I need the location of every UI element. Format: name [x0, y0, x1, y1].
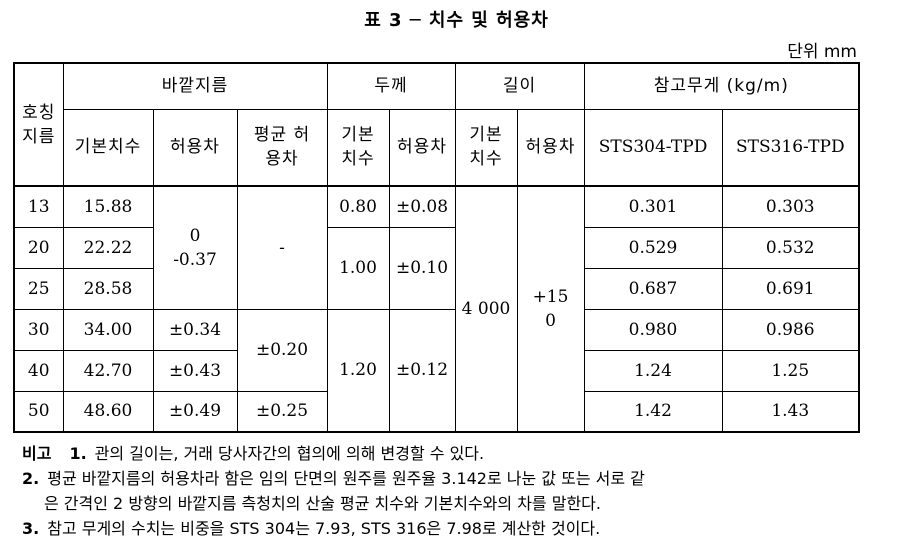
table-row: 40 42.70 ±0.43 1.24 1.25: [13, 349, 860, 392]
weight-sts316-cell: 0.986: [721, 308, 860, 351]
od-tolerance-cell: 0 -0.37: [152, 185, 238, 310]
notes-label: 비고: [22, 444, 52, 463]
weight-sts316-cell: 1.43: [721, 390, 860, 433]
weight-sts304-cell: 0.301: [583, 185, 723, 228]
table-row: 30 34.00 ±0.34 ±0.20 1.20 ±0.12 0.980 0.…: [13, 308, 860, 433]
od-basic-cell: 15.88: [62, 185, 154, 228]
od-basic-cell: 22.22: [62, 226, 154, 269]
notes-section: 비고 1. 관의 길이는, 거래 당사자간의 협의에 의해 변경할 수 있다. 2.…: [22, 441, 902, 541]
note-1: 비고 1. 관의 길이는, 거래 당사자간의 협의에 의해 변경할 수 있다.: [22, 444, 485, 463]
weight-sts304-cell: 1.24: [583, 349, 723, 392]
header-od-tolerance: 허용차: [152, 108, 238, 187]
weight-sts304-cell: 0.687: [583, 267, 723, 310]
header-sts304: STS304-TPD: [583, 108, 723, 187]
note-3: 3. 참고 무게의 수치는 비중을 STS 304는 7.93, STS 316은…: [22, 519, 601, 538]
nominal-cell: 40: [13, 349, 64, 392]
od-basic-cell: 48.60: [62, 390, 154, 433]
length-basic-cell: 4 000: [454, 185, 518, 433]
thickness-tolerance-cell: ±0.12: [388, 308, 456, 433]
nominal-cell: 25: [13, 267, 64, 310]
header-length-basic: 기본 치수: [454, 108, 518, 187]
nominal-cell: 13: [13, 185, 64, 228]
weight-sts304-cell: 0.980: [583, 308, 723, 351]
header-length: 길이: [454, 62, 585, 110]
od-tolerance-cell: ±0.49: [152, 390, 238, 433]
weight-sts304-cell: 1.42: [583, 390, 723, 433]
header-mean-tolerance: 평균 허 용차: [236, 108, 328, 187]
thickness-basic-cell: 1.20: [326, 308, 390, 433]
nominal-cell: 30: [13, 308, 64, 351]
od-basic-cell: 28.58: [62, 267, 154, 310]
unit-label: 단위 mm: [787, 42, 857, 62]
table-row: 50 48.60 ±0.49 ±0.25 1.42 1.43: [13, 390, 860, 433]
nominal-cell: 20: [13, 226, 64, 269]
od-basic-cell: 34.00: [62, 308, 154, 351]
mean-tolerance-cell: ±0.25: [236, 390, 328, 433]
nominal-cell: 50: [13, 390, 64, 433]
thickness-basic-cell: 0.80: [326, 185, 390, 228]
header-outer-diameter: 바깥지름: [62, 62, 328, 110]
od-tolerance-cell: ±0.34: [152, 308, 238, 351]
header-nominal-diameter: 호칭 지름: [13, 62, 64, 187]
weight-sts316-cell: 0.303: [721, 185, 860, 228]
header-reference-weight: 참고무게 (kg/m): [583, 62, 860, 110]
thickness-tolerance-cell: ±0.08: [388, 185, 456, 228]
thickness-tolerance-cell: ±0.10: [388, 226, 456, 310]
header-thickness-basic: 기본 치수: [326, 108, 390, 187]
table-row: 13 15.88 0 -0.37 - 0.80 ±0.08 4 000 +15 0 …: [13, 185, 860, 433]
weight-sts304-cell: 0.529: [583, 226, 723, 269]
od-tolerance-cell: ±0.43: [152, 349, 238, 392]
weight-sts316-cell: 0.691: [721, 267, 860, 310]
table-row: 20 22.22 1.00 ±0.10 0.529 0.532: [13, 226, 860, 310]
header-thickness-tolerance: 허용차: [388, 108, 456, 187]
length-tolerance-cell: +15 0: [516, 185, 585, 433]
note-2-continued: 은 간격인 2 방향의 바깥지름 측청치의 산술 평균 치수와 기본치수와의 차…: [44, 494, 601, 513]
header-sts316: STS316-TPD: [721, 108, 860, 187]
header-thickness: 두께: [326, 62, 456, 110]
header-length-tolerance: 허용차: [516, 108, 585, 187]
od-basic-cell: 42.70: [62, 349, 154, 392]
table-row: 25 28.58 0.687 0.691: [13, 267, 860, 310]
table-title: 표 3 ─ 치수 및 허용차: [364, 10, 549, 31]
note-2: 2. 평균 바깥지름의 허용차라 함은 임의 단면의 원주를 원주율 3.142로…: [22, 469, 645, 488]
weight-sts316-cell: 0.532: [721, 226, 860, 269]
mean-tolerance-cell: ±0.20: [236, 308, 328, 392]
header-od-basic-size: 기본치수: [62, 108, 154, 187]
dimensions-table: 호칭 지름 바깥지름 두께 길이 참고무게 (kg/m) 기본치수 허용차 평균 …: [13, 62, 861, 433]
weight-sts316-cell: 1.25: [721, 349, 860, 392]
mean-tolerance-cell: -: [236, 185, 328, 310]
thickness-basic-cell: 1.00: [326, 226, 390, 310]
